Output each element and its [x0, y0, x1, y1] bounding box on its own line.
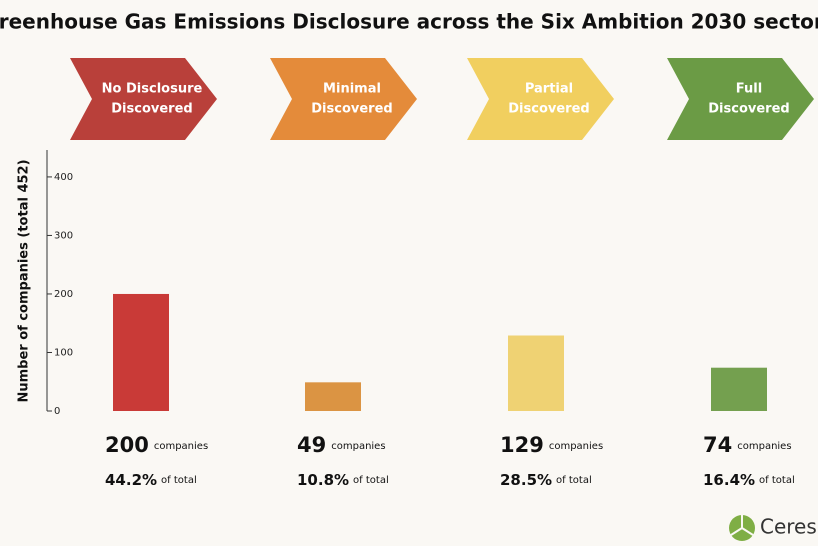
value-label: 74 — [703, 433, 732, 457]
chart-title: Greenhouse Gas Emissions Disclosure acro… — [0, 10, 818, 34]
share-label: 10.8% — [297, 471, 349, 489]
logo-icon-lines — [730, 515, 754, 536]
y-tick-label: 400 — [54, 172, 73, 183]
category-label: Discovered — [111, 102, 192, 117]
category-label: Discovered — [508, 102, 589, 117]
chevron — [667, 58, 814, 140]
y-tick-label: 200 — [54, 289, 73, 300]
y-tick-label: 0 — [54, 406, 60, 417]
share-suffix: of total — [759, 475, 795, 486]
share-label: 16.4% — [703, 471, 755, 489]
share-suffix: of total — [556, 475, 592, 486]
unit-label: companies — [549, 441, 603, 452]
value-label: 200 — [105, 433, 149, 457]
chevron — [467, 58, 614, 140]
unit-label: companies — [737, 441, 791, 452]
unit-label: companies — [154, 441, 208, 452]
share-suffix: of total — [161, 475, 197, 486]
y-axis-label: Number of companies (total 452) — [17, 159, 32, 402]
share-label-row: 28.5% of total — [500, 471, 592, 489]
value-label: 129 — [500, 433, 544, 457]
share-label-row: 16.4% of total — [703, 471, 795, 489]
category-label: Discovered — [708, 102, 789, 117]
category-label: Discovered — [311, 102, 392, 117]
share-label: 44.2% — [105, 471, 157, 489]
bar — [711, 367, 767, 411]
share-label: 28.5% — [500, 471, 552, 489]
value-label-row: 200 companies — [105, 433, 208, 457]
share-label-row: 44.2% of total — [105, 471, 197, 489]
value-label-row: 129 companies — [500, 433, 603, 457]
logo: Ceres — [729, 515, 817, 541]
category-label: Partial — [525, 82, 573, 97]
y-tick-label: 100 — [54, 347, 73, 358]
share-label-row: 10.8% of total — [297, 471, 389, 489]
unit-label: companies — [331, 441, 385, 452]
bar — [305, 382, 361, 411]
value-label-row: 74 companies — [703, 433, 792, 457]
value-label-row: 49 companies — [297, 433, 386, 457]
category-label: No Disclosure — [102, 82, 203, 97]
chevron — [270, 58, 417, 140]
bar — [508, 335, 564, 411]
bar — [113, 293, 169, 411]
logo-text: Ceres — [760, 515, 817, 539]
share-suffix: of total — [353, 475, 389, 486]
category-label: Full — [736, 82, 762, 97]
category-label: Minimal — [323, 82, 381, 97]
value-label: 49 — [297, 433, 326, 457]
y-tick-label: 300 — [54, 230, 73, 241]
chevron — [70, 58, 217, 140]
